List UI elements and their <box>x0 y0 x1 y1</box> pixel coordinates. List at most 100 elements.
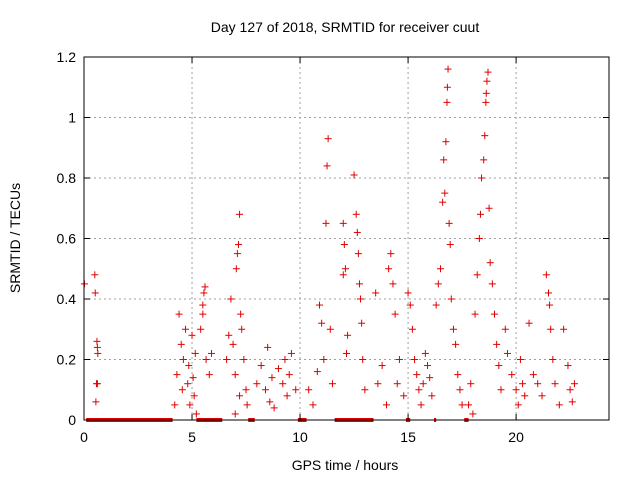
data-point-0-37 <box>232 265 240 273</box>
data-point-0-116 <box>441 189 449 197</box>
data-point-0-107 <box>421 349 429 357</box>
data-point-0-11 <box>175 310 183 318</box>
data-point-0-3 <box>93 337 101 345</box>
data-point-0-161 <box>538 392 546 400</box>
data-point-0-165 <box>547 325 555 333</box>
data-point-0-70 <box>324 135 332 143</box>
data-point-0-76 <box>343 349 350 357</box>
data-point-0-147 <box>493 340 501 348</box>
data-point-0-111 <box>432 301 440 309</box>
data-point-0-14 <box>179 356 187 363</box>
data-point-0-22 <box>191 349 199 357</box>
data-point-0-71 <box>326 325 334 333</box>
data-point-0-108 <box>424 362 432 370</box>
x-axis-label: GPS time / hours <box>292 457 399 473</box>
data-point-0-151 <box>503 349 511 357</box>
data-point-0-135 <box>476 210 484 218</box>
data-point-0-18 <box>186 401 194 409</box>
data-point-0-153 <box>512 386 520 394</box>
data-point-0-49 <box>257 362 265 370</box>
data-point-0-167 <box>551 380 559 388</box>
data-point-0-150 <box>501 325 509 333</box>
data-point-0-9 <box>171 401 179 409</box>
data-point-0-16 <box>184 380 192 388</box>
data-point-0-55 <box>274 365 282 373</box>
data-point-0-8 <box>92 398 100 406</box>
data-point-0-5 <box>94 349 102 357</box>
data-point-0-32 <box>223 356 231 363</box>
data-point-0-99 <box>404 289 412 297</box>
data-point-0-30 <box>205 371 213 379</box>
data-point-0-133 <box>473 271 481 279</box>
data-point-0-144 <box>486 259 494 267</box>
x-tick-label-3: 15 <box>400 429 416 445</box>
data-point-0-54 <box>270 404 278 412</box>
data-point-0-13 <box>178 386 186 394</box>
data-point-0-170 <box>564 362 572 370</box>
grid-lines <box>84 57 609 420</box>
data-point-0-136 <box>478 174 486 182</box>
data-point-0-36 <box>231 371 239 379</box>
data-point-0-56 <box>279 380 287 388</box>
data-point-0-94 <box>389 280 397 288</box>
y-axis-ticks: 0 0.2 0.4 0.6 0.8 1 1.2 <box>57 49 609 428</box>
data-point-0-51 <box>264 343 272 351</box>
data-point-0-73 <box>339 219 347 227</box>
data-point-0-64 <box>313 368 321 376</box>
chart-title: Day 127 of 2018, SRMTID for receiver cuu… <box>211 19 480 35</box>
data-point-0-47 <box>236 392 244 400</box>
y-tick-label-1: 0.2 <box>57 352 77 368</box>
data-point-0-110 <box>428 392 436 400</box>
data-point-0-168 <box>555 401 563 409</box>
data-point-0-97 <box>395 356 403 363</box>
data-point-0-57 <box>281 356 289 363</box>
data-point-0-61 <box>292 386 300 394</box>
data-point-0-35 <box>229 340 237 348</box>
data-point-0-125 <box>452 340 460 348</box>
data-point-0-28 <box>199 310 207 318</box>
data-point-0-148 <box>495 362 503 370</box>
data-point-0-159 <box>529 371 537 379</box>
data-point-0-33 <box>225 331 233 339</box>
data-point-0-124 <box>449 325 457 333</box>
data-point-0-169 <box>560 325 568 333</box>
data-point-0-162 <box>542 271 550 279</box>
data-point-0-118 <box>443 98 451 106</box>
data-point-0-24 <box>197 325 205 333</box>
data-point-0-132 <box>471 310 479 318</box>
x-tick-label-1: 5 <box>188 429 196 445</box>
data-point-0-25 <box>199 301 207 309</box>
data-point-0-69 <box>323 162 331 170</box>
data-point-0-63 <box>309 401 317 409</box>
data-point-0-164 <box>546 301 554 309</box>
data-point-0-146 <box>490 310 498 318</box>
data-point-0-59 <box>285 371 293 379</box>
data-point-0-104 <box>415 386 423 394</box>
data-point-0-68 <box>322 219 330 227</box>
data-point-0-123 <box>447 295 455 303</box>
data-point-0-83 <box>355 280 363 288</box>
data-point-0-127 <box>456 386 464 394</box>
x-axis-ticks: 0 5 10 15 20 <box>80 57 524 445</box>
data-point-0-19 <box>188 331 196 339</box>
y-tick-label-3: 0.6 <box>57 231 77 247</box>
data-point-0-50 <box>261 386 269 394</box>
data-point-0-85 <box>358 319 366 327</box>
data-point-0-15 <box>182 325 190 333</box>
data-point-0-74 <box>340 241 348 249</box>
data-point-0-88 <box>372 289 380 297</box>
data-point-0-66 <box>318 319 326 327</box>
data-point-0-39 <box>234 241 242 249</box>
data-point-0-53 <box>268 374 276 382</box>
data-point-0-113 <box>436 265 444 273</box>
data-point-0-154 <box>514 401 522 409</box>
data-point-0-34 <box>227 295 235 303</box>
data-point-0-2 <box>91 289 99 297</box>
data-point-0-41 <box>237 310 245 318</box>
data-point-0-134 <box>475 235 483 242</box>
data-point-0-17 <box>185 362 193 370</box>
data-point-0-126 <box>454 371 462 379</box>
data-point-0-96 <box>393 380 401 388</box>
data-point-0-129 <box>465 401 473 409</box>
data-point-0-117 <box>442 138 450 146</box>
